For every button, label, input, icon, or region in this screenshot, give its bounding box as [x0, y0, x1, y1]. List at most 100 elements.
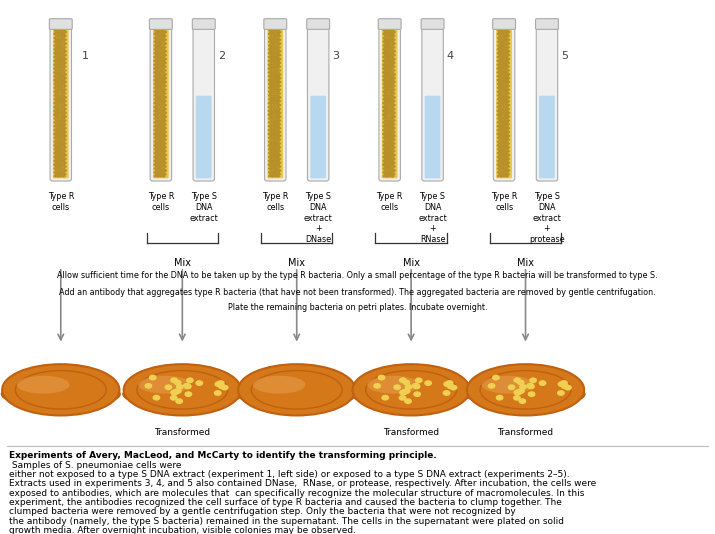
Circle shape [276, 83, 280, 85]
Circle shape [497, 148, 500, 151]
Text: 1: 1 [82, 51, 89, 61]
Circle shape [164, 35, 167, 37]
Circle shape [391, 102, 394, 105]
Circle shape [500, 163, 503, 166]
Circle shape [61, 109, 66, 112]
Circle shape [172, 389, 179, 395]
Circle shape [278, 127, 281, 129]
Circle shape [269, 54, 273, 57]
Circle shape [61, 85, 64, 87]
Circle shape [497, 90, 500, 93]
Circle shape [383, 44, 385, 47]
Circle shape [501, 81, 504, 83]
Circle shape [445, 380, 453, 386]
Circle shape [160, 119, 164, 122]
Circle shape [159, 129, 162, 131]
Circle shape [506, 42, 511, 45]
Circle shape [271, 102, 274, 105]
Circle shape [55, 119, 58, 122]
Circle shape [270, 44, 275, 47]
Circle shape [56, 102, 59, 105]
Circle shape [498, 127, 501, 129]
Circle shape [276, 129, 280, 131]
Circle shape [157, 42, 162, 45]
Circle shape [272, 100, 276, 103]
Circle shape [270, 129, 275, 131]
Circle shape [277, 44, 280, 46]
Circle shape [507, 46, 510, 49]
Circle shape [53, 144, 57, 147]
Circle shape [160, 65, 164, 68]
Circle shape [59, 144, 63, 147]
Circle shape [272, 96, 276, 99]
Circle shape [158, 115, 161, 118]
Circle shape [388, 67, 391, 70]
Circle shape [275, 127, 279, 130]
Circle shape [497, 160, 500, 162]
Circle shape [64, 46, 66, 49]
Circle shape [59, 64, 63, 66]
Circle shape [507, 119, 510, 122]
Circle shape [155, 169, 158, 172]
Circle shape [275, 131, 278, 134]
Circle shape [56, 137, 59, 139]
Circle shape [55, 69, 58, 72]
Circle shape [159, 102, 162, 104]
Circle shape [54, 65, 59, 68]
Circle shape [277, 37, 280, 39]
Circle shape [56, 152, 60, 154]
Circle shape [274, 33, 277, 35]
Circle shape [271, 171, 274, 174]
Circle shape [158, 77, 161, 80]
Circle shape [501, 77, 504, 80]
Circle shape [502, 121, 506, 124]
Circle shape [62, 56, 65, 58]
Circle shape [275, 96, 279, 99]
Circle shape [277, 104, 282, 106]
Circle shape [156, 40, 160, 43]
Circle shape [59, 102, 62, 104]
Circle shape [517, 380, 525, 386]
Circle shape [162, 163, 166, 166]
Circle shape [383, 117, 385, 120]
Circle shape [388, 106, 391, 108]
Circle shape [275, 169, 278, 172]
Circle shape [399, 390, 407, 396]
Circle shape [506, 154, 511, 156]
Circle shape [506, 52, 508, 54]
Circle shape [506, 115, 511, 118]
Circle shape [160, 38, 164, 41]
Circle shape [273, 132, 277, 135]
Circle shape [54, 156, 56, 158]
Circle shape [269, 96, 273, 99]
Circle shape [500, 160, 503, 162]
Circle shape [383, 84, 388, 88]
Circle shape [54, 96, 59, 99]
Circle shape [63, 112, 67, 114]
Circle shape [163, 169, 167, 172]
Circle shape [503, 90, 506, 93]
Circle shape [59, 155, 63, 159]
Circle shape [56, 148, 60, 151]
Circle shape [390, 166, 393, 168]
Circle shape [170, 378, 178, 383]
Circle shape [273, 40, 277, 43]
Circle shape [503, 61, 508, 64]
Circle shape [269, 100, 273, 103]
Circle shape [156, 52, 160, 54]
Circle shape [497, 140, 500, 143]
Circle shape [507, 84, 510, 87]
Ellipse shape [138, 376, 191, 394]
Circle shape [268, 171, 271, 174]
Circle shape [505, 117, 509, 120]
Circle shape [385, 156, 388, 158]
Circle shape [502, 48, 506, 51]
Circle shape [54, 161, 59, 164]
Circle shape [498, 100, 502, 103]
Circle shape [53, 109, 57, 112]
Circle shape [157, 130, 162, 134]
Circle shape [55, 42, 58, 45]
Circle shape [504, 138, 507, 141]
Circle shape [382, 78, 386, 82]
Circle shape [61, 138, 64, 141]
